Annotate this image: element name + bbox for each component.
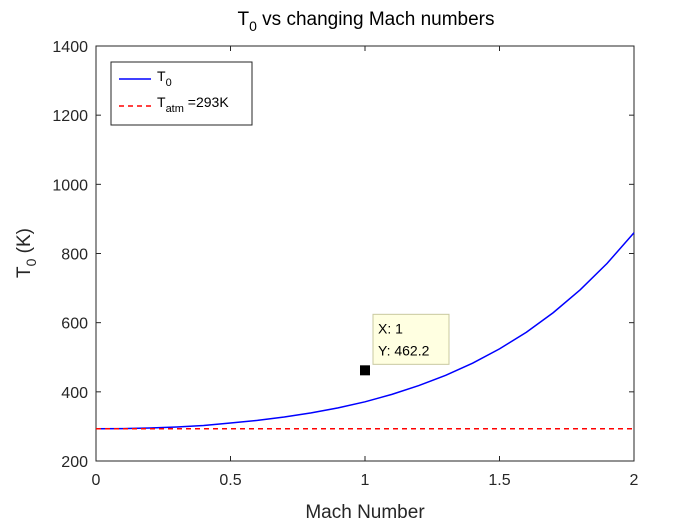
legend-tatm-rest: =293K [184, 94, 229, 110]
legend-tatm-sub: atm [166, 103, 184, 115]
legend-t0-main: T [157, 68, 166, 84]
chart-title-main: T [237, 9, 249, 30]
datatip-y-text: Y: 462.2 [378, 342, 430, 358]
y-tick-label: 1400 [52, 39, 88, 56]
x-axis-label: Mach Number [305, 502, 425, 523]
axis-ticks [95, 45, 635, 462]
y-tick-label: 200 [61, 454, 88, 471]
legend[interactable]: T0 Tatm =293K [110, 61, 253, 126]
y-axis-label-main: T [14, 266, 35, 278]
y-axis-label-rest: (K) [14, 228, 35, 259]
chart-title-rest: vs changing Mach numbers [257, 9, 495, 30]
chart-title-sub: 0 [249, 18, 257, 34]
x-tick-label: 0 [92, 472, 101, 489]
annotation-layer[interactable]: X: 1 Y: 462.2 [360, 313, 450, 376]
y-tick-label: 1000 [52, 177, 88, 194]
y-axis-label-sub: 0 [23, 258, 39, 266]
series-line-t0 [95, 232, 635, 430]
datatip-x-text: X: 1 [378, 320, 403, 336]
legend-t0-sub: 0 [166, 77, 172, 89]
y-tick-label: 400 [61, 385, 88, 402]
x-tick-label: 1 [361, 472, 370, 489]
datatip-box[interactable] [372, 313, 450, 365]
y-tick-labels: 200 400 600 800 1000 1200 1400 [52, 39, 88, 471]
legend-box [110, 61, 253, 126]
legend-label-tatm: Tatm =293K [157, 94, 229, 115]
chart-title: T0 vs changing Mach numbers [237, 9, 494, 34]
y-tick-label: 600 [61, 316, 88, 333]
x-tick-label: 1.5 [488, 472, 510, 489]
x-tick-labels: 0 0.5 1 1.5 2 [92, 472, 639, 489]
y-axis-label: T0 (K) [14, 228, 39, 278]
datatip-marker[interactable] [360, 365, 370, 376]
y-tick-label: 800 [61, 247, 88, 264]
legend-tatm-main: T [157, 94, 166, 110]
series-layer [95, 232, 635, 430]
x-tick-label: 2 [630, 472, 639, 489]
legend-label-t0: T0 [157, 68, 172, 89]
y-tick-label: 1200 [52, 108, 88, 125]
x-tick-label: 0.5 [219, 472, 241, 489]
